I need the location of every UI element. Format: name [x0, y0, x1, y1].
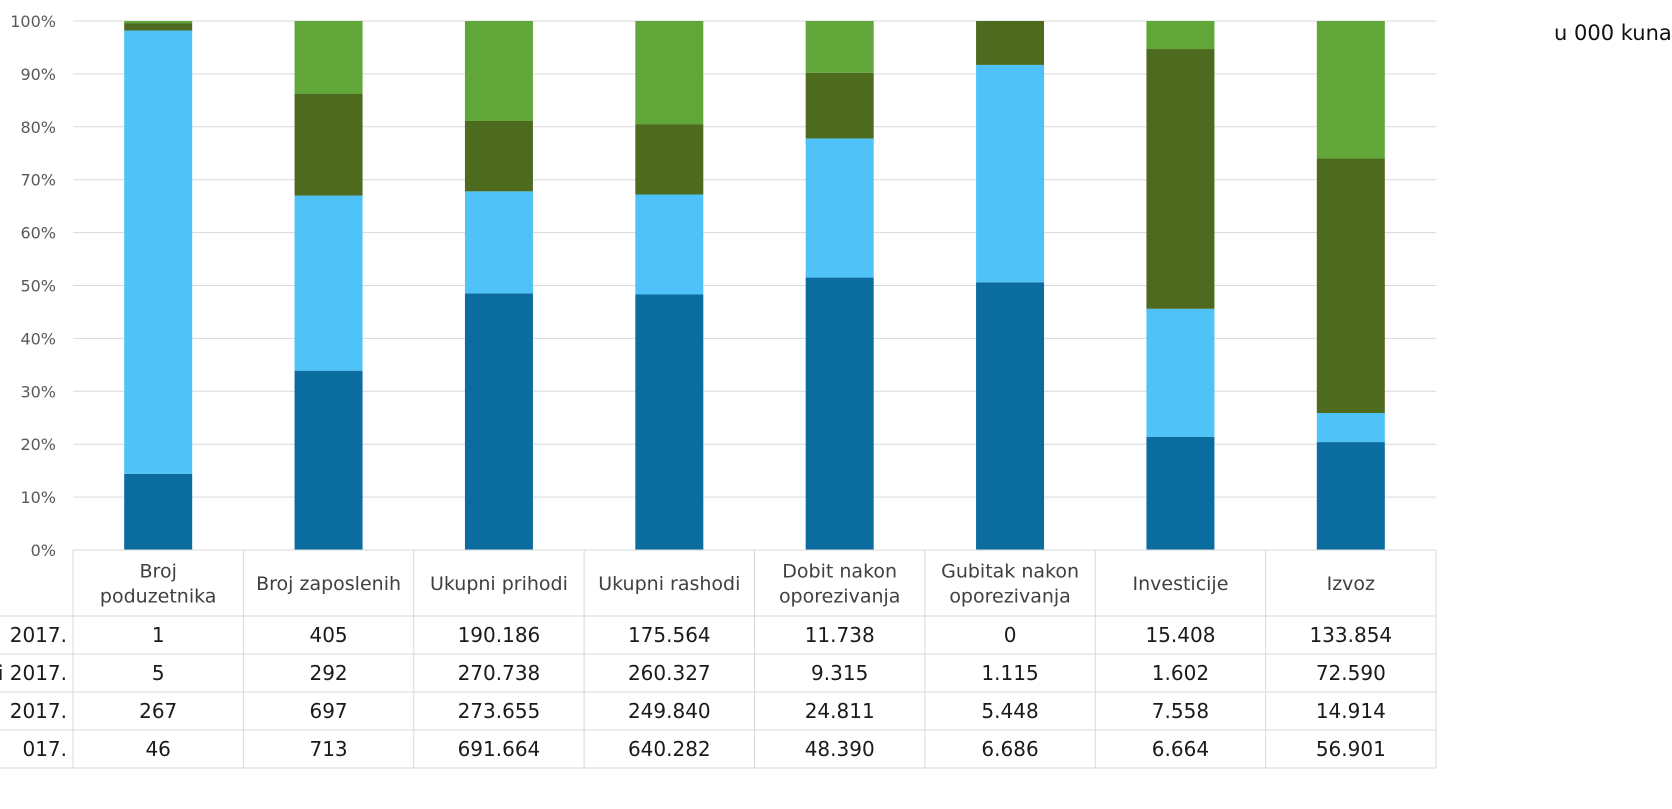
table-header-label: Izvoz — [1327, 573, 1375, 595]
table-row-label: 2017. — [10, 623, 67, 647]
y-tick-label: 0% — [31, 541, 56, 560]
y-tick-label: 60% — [20, 224, 56, 243]
table-cell: 405 — [309, 623, 347, 647]
bar-segment — [805, 138, 874, 278]
bar-segment — [1146, 436, 1215, 550]
y-tick-label: 80% — [20, 118, 56, 137]
bar-segment — [1316, 21, 1385, 159]
table-cell: 270.738 — [458, 661, 541, 685]
bar-segment — [976, 21, 1045, 65]
table-header-label: Dobit nakon — [782, 561, 897, 583]
bar-segment — [635, 194, 704, 295]
table-header-label: poduzetnika — [100, 586, 217, 608]
table-cell: 56.901 — [1316, 737, 1386, 761]
table-cell: 7.558 — [1152, 699, 1209, 723]
table-cell: 6.664 — [1152, 737, 1209, 761]
bar-segment — [294, 21, 363, 95]
bar-segment — [1316, 442, 1385, 550]
bar-segment — [635, 294, 704, 550]
table-cell: 713 — [309, 737, 347, 761]
bar-segment — [124, 21, 193, 24]
table-cell: 175.564 — [628, 623, 711, 647]
y-tick-label: 20% — [20, 435, 56, 454]
bar-segment — [294, 195, 363, 371]
y-tick-label: 40% — [20, 329, 56, 348]
table-cell: 1.602 — [1152, 661, 1209, 685]
bar-segment — [805, 277, 874, 550]
bar-segment — [464, 120, 533, 192]
bar-segment — [1146, 308, 1215, 437]
table-cell: 697 — [309, 699, 347, 723]
y-tick-label: 70% — [20, 171, 56, 190]
table-cell: 292 — [309, 661, 347, 685]
table-cell: 6.686 — [981, 737, 1038, 761]
table-cell: 14.914 — [1316, 699, 1386, 723]
table-cell: 48.390 — [805, 737, 875, 761]
y-tick-label: 10% — [20, 488, 56, 507]
table-cell: 5.448 — [981, 699, 1038, 723]
bar-segment — [976, 64, 1045, 283]
bar-segment — [1146, 49, 1215, 309]
table-header-label: Gubitak nakon — [941, 561, 1079, 583]
table-cell: 267 — [139, 699, 177, 723]
table-cell: 273.655 — [458, 699, 541, 723]
table-cell: 11.738 — [805, 623, 875, 647]
table-cell: 260.327 — [628, 661, 711, 685]
bar-segment — [976, 282, 1045, 550]
table-header-label: Broj zaposlenih — [256, 573, 401, 595]
table-header-label: Investicije — [1132, 573, 1228, 595]
table-cell: 133.854 — [1309, 623, 1392, 647]
bars — [124, 21, 1385, 550]
table-row-label: i 2017. — [0, 661, 67, 685]
table-header-label: Ukupni rashodi — [598, 573, 740, 595]
table-cell: 190.186 — [458, 623, 541, 647]
data-table: Broj poduzetnika Broj zaposlenih Ukupni pri… — [0, 549, 1437, 769]
bar-segment — [464, 191, 533, 294]
y-axis-tick-labels: 0% 10% 20% 30% 40% 50% 60% 70% 80% 90% 100% — [10, 12, 56, 560]
bar-segment — [464, 293, 533, 550]
table-cell: 24.811 — [805, 699, 875, 723]
table-cell: 9.315 — [811, 661, 868, 685]
table-cell: 691.664 — [458, 737, 541, 761]
y-tick-label: 50% — [20, 277, 56, 296]
table-cell: 46 — [145, 737, 170, 761]
table-cell: 0 — [1004, 623, 1017, 647]
bar-segment — [805, 21, 874, 73]
table-header-label: oporezivanja — [779, 586, 901, 608]
bar-segment — [1146, 21, 1215, 50]
bar-segment — [464, 21, 533, 121]
unit-label: u 000 kuna — [1554, 21, 1672, 45]
table-header-label: Ukupni prihodi — [430, 573, 568, 595]
table-header-label: Broj — [140, 561, 177, 583]
y-tick-label: 100% — [10, 12, 56, 31]
y-tick-label: 30% — [20, 382, 56, 401]
bar-segment — [635, 21, 704, 125]
table-cell: 1 — [152, 623, 165, 647]
table-cell: 72.590 — [1316, 661, 1386, 685]
table-row-label: 017. — [22, 737, 67, 761]
bar-segment — [294, 370, 363, 550]
bar-segment — [124, 30, 193, 474]
gridlines — [73, 20, 1436, 551]
bar-segment — [124, 23, 193, 31]
table-cell: 5 — [152, 661, 165, 685]
bar-segment — [294, 94, 363, 196]
y-tick-label: 90% — [20, 65, 56, 84]
table-row-label: 2017. — [10, 699, 67, 723]
bar-segment — [805, 72, 874, 139]
bar-segment — [1316, 158, 1385, 413]
table-header-label: oporezivanja — [949, 586, 1071, 608]
bar-segment — [635, 124, 704, 195]
table-cell: 15.408 — [1145, 623, 1215, 647]
table-cell: 249.840 — [628, 699, 711, 723]
bar-segment — [124, 473, 193, 550]
table-cell: 640.282 — [628, 737, 711, 761]
bar-segment — [1316, 412, 1385, 443]
table-cell: 1.115 — [981, 661, 1038, 685]
